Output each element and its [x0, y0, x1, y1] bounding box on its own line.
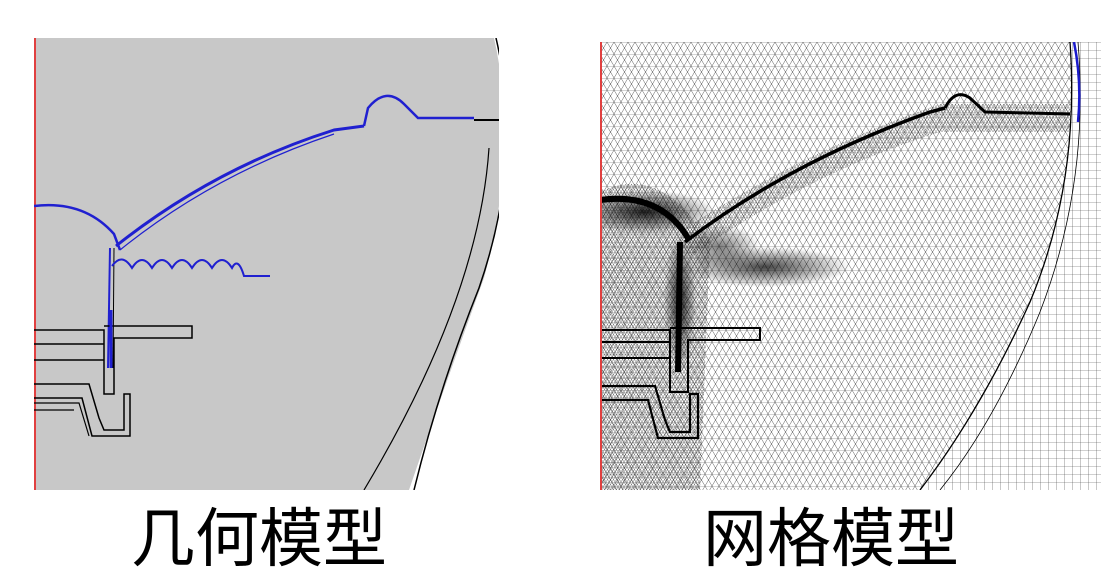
housing-lower — [34, 383, 131, 437]
mesh-top-bump — [943, 93, 1071, 116]
geometry-model-view — [34, 38, 499, 490]
inner-boundary-arc — [363, 147, 490, 490]
geometry-domain — [34, 38, 499, 490]
dome-curve — [34, 203, 122, 251]
stem-line — [107, 247, 111, 369]
housing-bottom — [34, 402, 90, 437]
housing-upper — [34, 325, 193, 395]
geometry-model-canvas — [34, 38, 499, 490]
dense-blob-center — [680, 225, 760, 269]
stem-line-inner — [112, 247, 115, 369]
outer-boundary-arc — [413, 38, 499, 490]
mesh-dome — [600, 195, 691, 240]
outer-ring-outer-edge — [939, 42, 1081, 490]
mesh-model-view — [600, 42, 1101, 490]
mesh-model-canvas — [600, 42, 1101, 490]
mesh-housing-upper — [600, 327, 761, 393]
geometry-model-caption: 几何模型 — [131, 503, 387, 577]
reflector-curve — [115, 124, 365, 248]
outer-ring-inner-edge — [919, 42, 1073, 490]
spring-wave — [111, 258, 270, 277]
mesh-stem — [675, 241, 683, 373]
top-bump — [362, 94, 474, 127]
housing-plate — [34, 343, 104, 361]
blue-outer-boundary — [1072, 42, 1081, 123]
mesh-housing-plate — [600, 341, 670, 359]
mesh-reflector-curve — [683, 106, 946, 244]
outer-quad-ring — [920, 42, 1101, 490]
mesh-housing-lower — [600, 384, 700, 440]
mesh-model-caption: 网格模型 — [703, 503, 959, 577]
reflector-curve-inner — [119, 133, 335, 251]
